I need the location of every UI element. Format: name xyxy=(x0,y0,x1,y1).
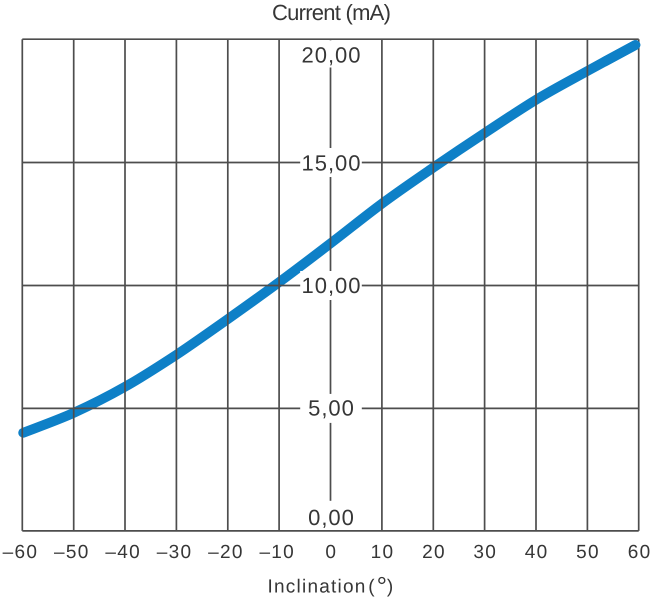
svg-text:Current (mA): Current (mA) xyxy=(272,0,390,25)
svg-text:15,00: 15,00 xyxy=(301,150,361,175)
svg-text:10: 10 xyxy=(371,542,395,563)
svg-text:–40: –40 xyxy=(105,542,141,563)
svg-text:60: 60 xyxy=(628,542,652,563)
svg-text:–10: –10 xyxy=(259,542,295,563)
svg-text:): ) xyxy=(387,577,393,598)
svg-text:30: 30 xyxy=(473,542,497,563)
svg-text:40: 40 xyxy=(525,542,549,563)
svg-text:0,00: 0,00 xyxy=(308,505,355,530)
svg-text:–20: –20 xyxy=(208,542,244,563)
svg-text:50: 50 xyxy=(576,542,600,563)
svg-text:20: 20 xyxy=(422,542,446,563)
svg-text:0: 0 xyxy=(325,542,337,563)
svg-text:–30: –30 xyxy=(157,542,193,563)
svg-text:20,00: 20,00 xyxy=(301,42,361,67)
svg-text:–50: –50 xyxy=(54,542,90,563)
svg-text:(: ( xyxy=(368,577,375,598)
svg-text:5,00: 5,00 xyxy=(308,396,355,421)
svg-text:–60: –60 xyxy=(3,542,39,563)
svg-text:°: ° xyxy=(377,571,387,600)
svg-text:Inclination: Inclination xyxy=(268,577,367,598)
svg-text:10,00: 10,00 xyxy=(301,273,361,298)
